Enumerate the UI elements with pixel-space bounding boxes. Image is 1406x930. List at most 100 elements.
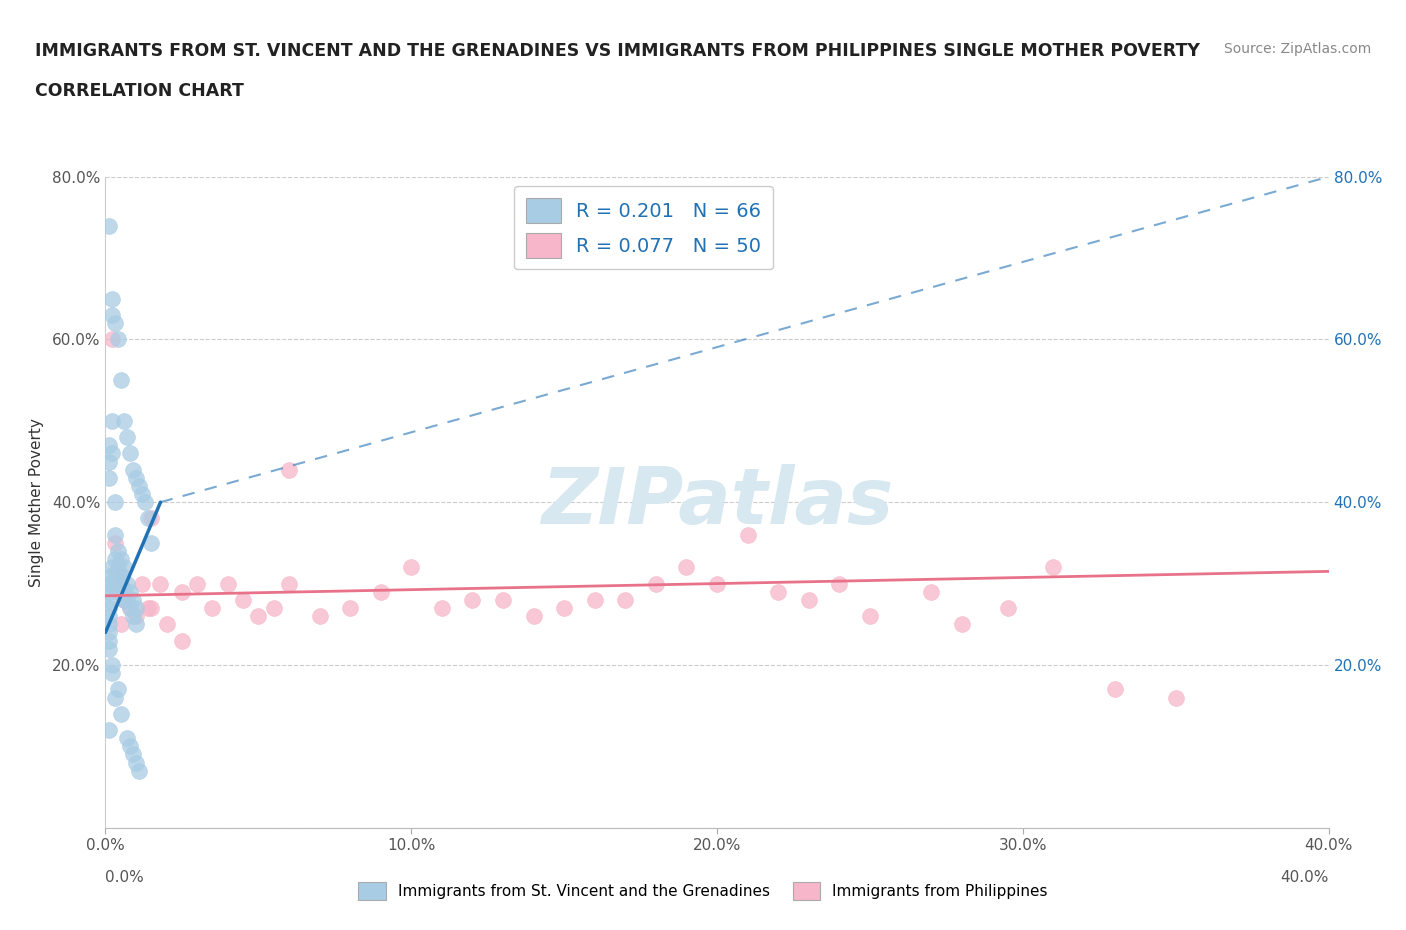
Point [401,560,423,575]
Point [107,682,129,697]
Point [97,454,120,469]
Point [149,577,172,591]
Point [278,577,301,591]
Point [370,584,392,599]
Point [110,617,132,631]
Point [104,536,127,551]
Point [112,414,135,429]
Point [583,592,606,607]
Point [97,601,120,616]
Point [110,707,132,722]
Point [104,495,127,510]
Point [492,592,515,607]
Point [644,577,666,591]
Point [263,601,285,616]
Point [122,609,145,624]
Point [118,584,141,599]
Text: IMMIGRANTS FROM ST. VINCENT AND THE GRENADINES VS IMMIGRANTS FROM PHILIPPINES SI: IMMIGRANTS FROM ST. VINCENT AND THE GREN… [35,42,1201,60]
Point [125,601,148,616]
Point [118,601,141,616]
Point [97,625,120,640]
Point [1104,682,1126,697]
Point [104,527,127,542]
Point [997,601,1019,616]
Point [115,731,138,746]
Point [128,479,150,494]
Point [122,462,145,477]
Point [170,584,193,599]
Point [134,495,156,510]
Point [107,560,129,575]
Point [1042,560,1064,575]
Y-axis label: Single Mother Poverty: Single Mother Poverty [28,418,44,587]
Legend: R = 0.201   N = 66, R = 0.077   N = 50: R = 0.201 N = 66, R = 0.077 N = 50 [515,186,773,270]
Point [112,592,135,607]
Point [110,577,132,591]
Point [1164,690,1187,705]
Point [104,577,127,591]
Point [100,658,122,672]
Point [97,617,120,631]
Point [97,723,120,737]
Point [614,592,637,607]
Legend: Immigrants from St. Vincent and the Grenadines, Immigrants from Philippines: Immigrants from St. Vincent and the Gren… [352,876,1054,906]
Point [217,577,239,591]
Point [97,584,120,599]
Text: 0.0%: 0.0% [105,870,145,884]
Point [828,577,851,591]
Point [97,592,120,607]
Point [644,243,666,258]
Point [125,471,148,485]
Point [110,373,132,388]
Point [118,601,141,616]
Point [100,414,122,429]
Point [125,617,148,631]
Point [155,617,177,631]
Point [100,568,122,583]
Point [141,601,163,616]
Point [553,601,575,616]
Point [706,577,728,591]
Point [797,592,820,607]
Point [170,633,193,648]
Point [110,568,132,583]
Point [125,609,148,624]
Point [128,764,150,778]
Point [950,617,973,631]
Text: 40.0%: 40.0% [1281,870,1329,884]
Point [118,738,141,753]
Point [308,609,330,624]
Point [100,308,122,323]
Point [97,219,120,233]
Point [115,577,138,591]
Point [339,601,361,616]
Point [112,584,135,599]
Point [136,512,159,526]
Point [115,430,138,445]
Point [122,592,145,607]
Point [110,568,132,583]
Point [141,536,163,551]
Point [100,332,122,347]
Point [131,486,153,501]
Point [737,527,759,542]
Point [278,462,301,477]
Point [97,642,120,657]
Point [675,560,697,575]
Point [100,291,122,306]
Point [100,446,122,461]
Point [107,584,129,599]
Point [920,584,942,599]
Text: Source: ZipAtlas.com: Source: ZipAtlas.com [1223,42,1371,56]
Point [122,747,145,762]
Point [859,609,882,624]
Point [104,551,127,566]
Point [97,577,120,591]
Point [107,568,129,583]
Point [232,592,254,607]
Text: CORRELATION CHART: CORRELATION CHART [35,82,245,100]
Point [110,551,132,566]
Point [112,592,135,607]
Point [201,601,224,616]
Point [97,471,120,485]
